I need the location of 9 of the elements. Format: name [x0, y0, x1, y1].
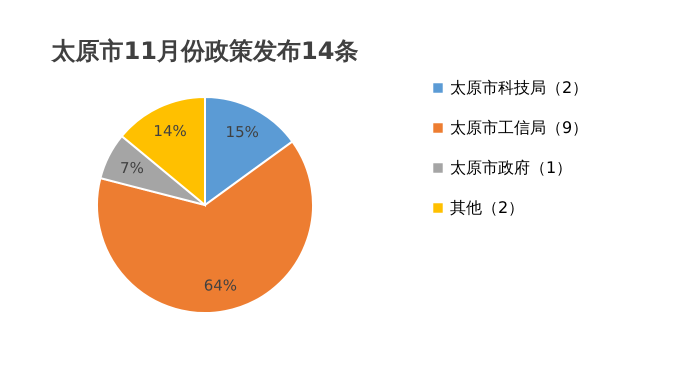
data-label: 64%	[204, 276, 238, 295]
data-label: 15%	[226, 122, 259, 141]
legend-label: 其他（2）	[450, 198, 524, 217]
chart-title: 太原市11月份政策发布14条	[50, 37, 358, 65]
legend-label: 太原市科技局（2）	[450, 78, 588, 97]
data-label: 14%	[153, 122, 187, 140]
legend-label: 太原市工信局（9）	[450, 118, 588, 137]
data-label: 7%	[120, 158, 144, 177]
legend-label: 太原市政府（1）	[450, 158, 572, 177]
